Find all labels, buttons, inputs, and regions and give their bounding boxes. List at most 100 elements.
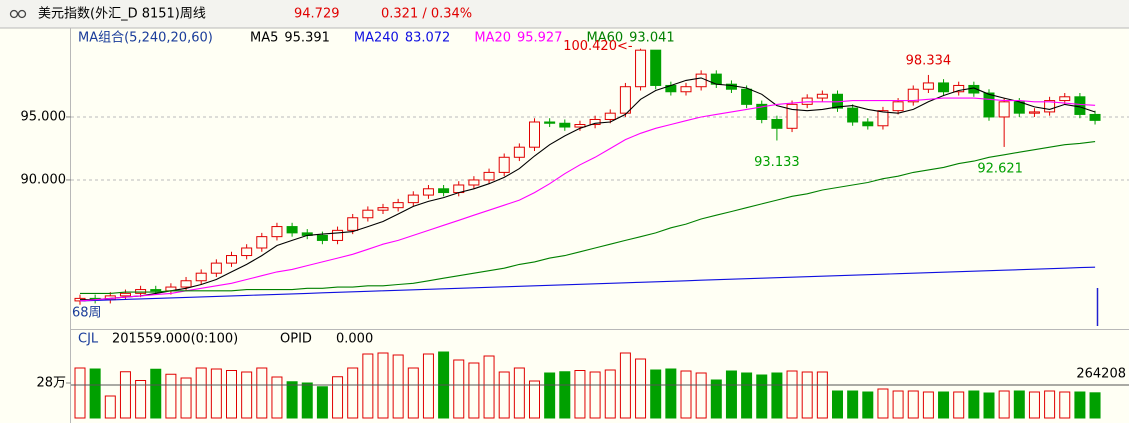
candle-body — [907, 88, 919, 103]
volume-bar — [407, 367, 419, 419]
candle-body — [271, 226, 283, 238]
candle-body — [256, 236, 268, 249]
candle-body — [786, 103, 798, 129]
volume-bar — [468, 362, 480, 419]
volume-bar — [362, 353, 374, 419]
candle-body — [801, 97, 813, 105]
volume-bar — [544, 372, 556, 419]
candle-body — [650, 49, 662, 86]
high-label: 98.334 — [906, 53, 952, 68]
volume-readout: 201559.000(0:100) — [112, 332, 238, 347]
volume-bar — [165, 373, 177, 419]
peak-label: 100.420<- — [563, 39, 633, 54]
candle-body — [877, 110, 889, 127]
candle-body — [574, 124, 586, 128]
volume-label: CJL — [78, 332, 99, 347]
candle-body — [922, 82, 934, 90]
candle-body — [619, 86, 631, 114]
legend-name: MA240 — [354, 31, 399, 46]
reference-label: 264208 — [1076, 366, 1126, 381]
volume-bar — [529, 380, 540, 419]
opid-value: 0.000 — [336, 332, 373, 347]
volume-bar — [938, 391, 950, 419]
legend-title: MA组合(5,240,20,60) — [78, 31, 213, 46]
volume-bar — [316, 386, 328, 419]
volume-bar — [771, 372, 783, 419]
volume-bar — [832, 390, 843, 419]
y-tick-label: 90.000 — [21, 172, 67, 187]
volume-bar — [1013, 390, 1025, 419]
volume-bar — [89, 368, 101, 419]
volume-bar — [589, 371, 601, 419]
candle-body — [862, 121, 874, 127]
candle-body — [604, 112, 616, 120]
volume-bar — [377, 352, 389, 419]
ma-line — [79, 266, 1096, 302]
volume-bar — [210, 368, 222, 419]
header-change: 0.321 / 0.34% — [381, 7, 472, 22]
candle-body — [695, 73, 707, 88]
volume-bar — [286, 381, 298, 419]
volume-bar — [74, 367, 86, 419]
candle-body — [498, 156, 510, 173]
candle-body — [150, 289, 162, 292]
candle-body — [392, 202, 404, 209]
volume-bar — [332, 376, 344, 419]
candle-body — [589, 118, 601, 126]
volume-bar — [256, 367, 268, 419]
candle-body — [953, 84, 965, 93]
volume-bar — [453, 359, 465, 419]
legend-name: MA20 — [474, 31, 511, 46]
ma-line — [80, 141, 1096, 294]
candle-body — [559, 122, 571, 128]
candle-body — [210, 262, 222, 274]
ma-line — [79, 97, 1096, 302]
volume-bar — [226, 370, 237, 419]
candle-body — [816, 93, 828, 99]
period-label: 68周 — [72, 306, 102, 321]
volume-bar — [922, 391, 934, 419]
link-icon — [9, 9, 27, 19]
volume-bar — [135, 380, 147, 419]
candle-body — [1089, 113, 1101, 121]
volume-bar — [907, 390, 919, 419]
volume-bar — [1074, 391, 1086, 419]
candle-body — [180, 280, 192, 288]
volume-bar — [983, 392, 995, 419]
volume-bar — [119, 371, 131, 419]
volume-bar — [180, 377, 192, 419]
legend-value: 83.072 — [405, 31, 451, 46]
volume-bar — [998, 390, 1010, 419]
candle-body — [983, 92, 995, 118]
candle-body — [847, 107, 859, 123]
volume-bar — [392, 354, 404, 419]
y-tick-label: 28万 — [36, 376, 66, 391]
y-tick-label: 95.000 — [21, 109, 67, 124]
volume-bar — [483, 355, 495, 419]
volume-bar — [513, 367, 525, 419]
volume-bar — [635, 358, 647, 419]
header-title: 美元指数(外汇_D 8151)周线 — [38, 7, 206, 22]
candle-body — [998, 101, 1010, 118]
volume-bar — [816, 371, 828, 419]
volume-bar — [741, 372, 753, 419]
candle-body — [513, 146, 525, 158]
candle-body — [771, 118, 783, 129]
candle-body — [938, 82, 950, 93]
candle-body — [377, 207, 389, 211]
volume-bar — [968, 390, 980, 419]
legend-value: 95.391 — [284, 31, 330, 46]
volume-bar — [150, 368, 162, 419]
volume-bar — [650, 369, 662, 419]
candle-body — [407, 194, 419, 204]
candle-body — [529, 121, 540, 148]
volume-bar — [195, 367, 207, 419]
volume-bar — [680, 370, 692, 419]
candle-body — [226, 255, 237, 264]
volume-bar — [241, 371, 253, 419]
candle-body — [195, 272, 207, 282]
low-label: 93.133 — [754, 155, 800, 170]
volume-bar — [271, 376, 283, 419]
